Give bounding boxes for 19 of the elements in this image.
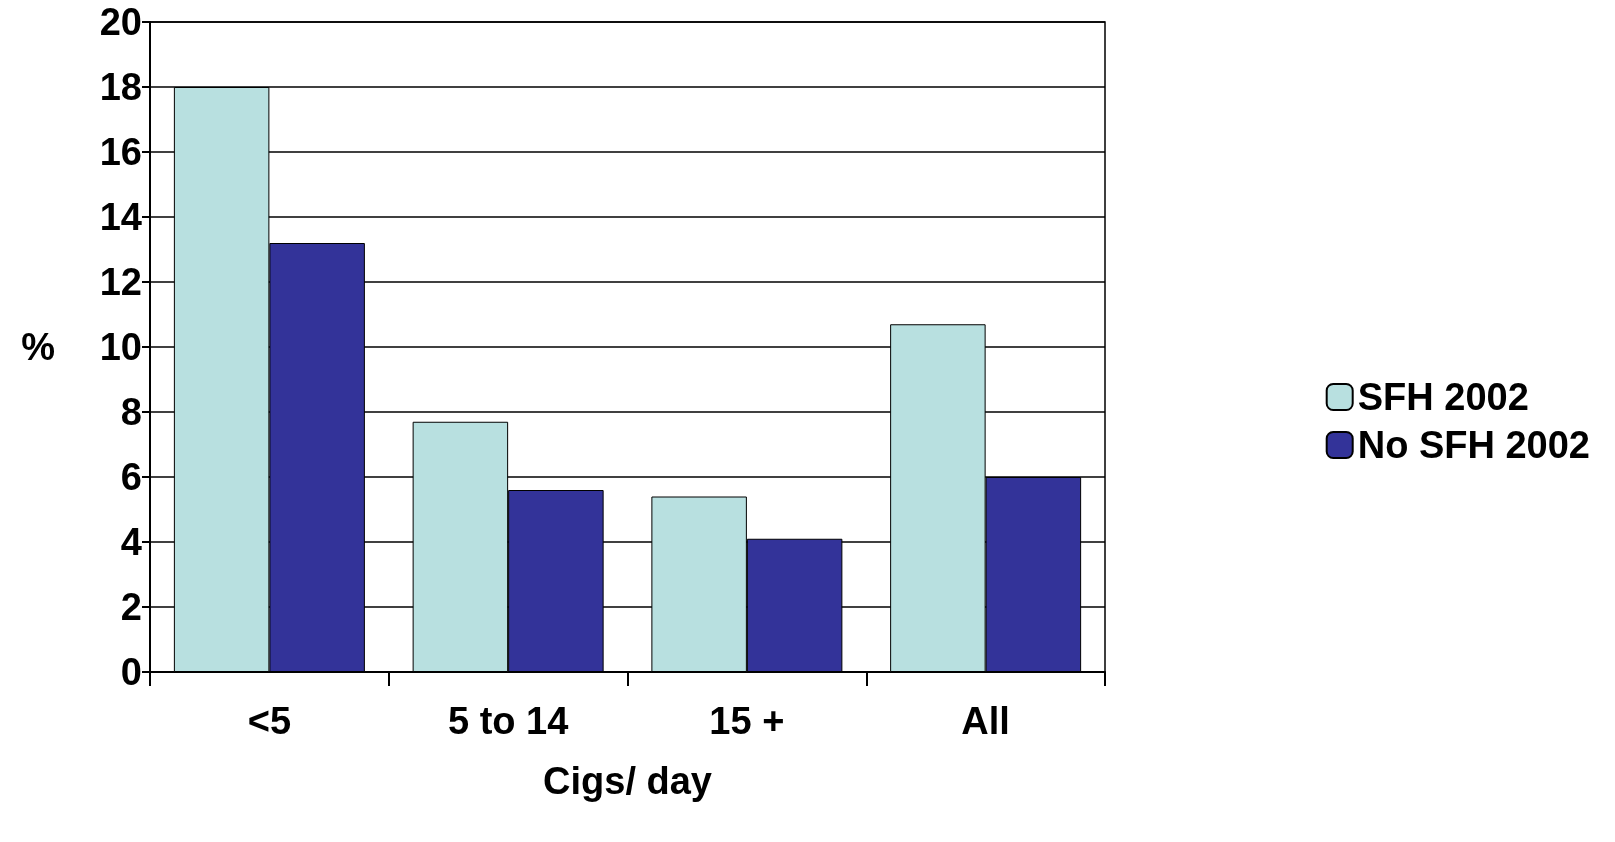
y-tick-label: 16 bbox=[99, 131, 142, 173]
x-tick-label: 5 to 14 bbox=[447, 700, 569, 742]
x-tick-label: <5 bbox=[247, 700, 292, 742]
y-tick-label: 18 bbox=[99, 66, 142, 108]
x-tick-label: 15 + bbox=[709, 700, 785, 742]
y-tick-label: 2 bbox=[120, 586, 142, 628]
y-tick-label: 14 bbox=[99, 196, 142, 238]
y-tick-label: 20 bbox=[99, 1, 142, 43]
legend-label: SFH 2002 bbox=[1357, 376, 1529, 418]
x-tick-label: All bbox=[961, 700, 1010, 742]
y-tick-label: 12 bbox=[99, 261, 142, 303]
y-tick-label: 10 bbox=[99, 326, 142, 368]
y-tick-label: 6 bbox=[120, 456, 142, 498]
legend-label: No SFH 2002 bbox=[1357, 424, 1591, 466]
y-tick-label: 8 bbox=[120, 391, 142, 433]
y-tick-label: 0 bbox=[120, 651, 142, 693]
y-tick-label: 4 bbox=[120, 521, 142, 563]
x-axis-title: Cigs/ day bbox=[543, 760, 712, 802]
y-axis-title: % bbox=[21, 326, 55, 368]
